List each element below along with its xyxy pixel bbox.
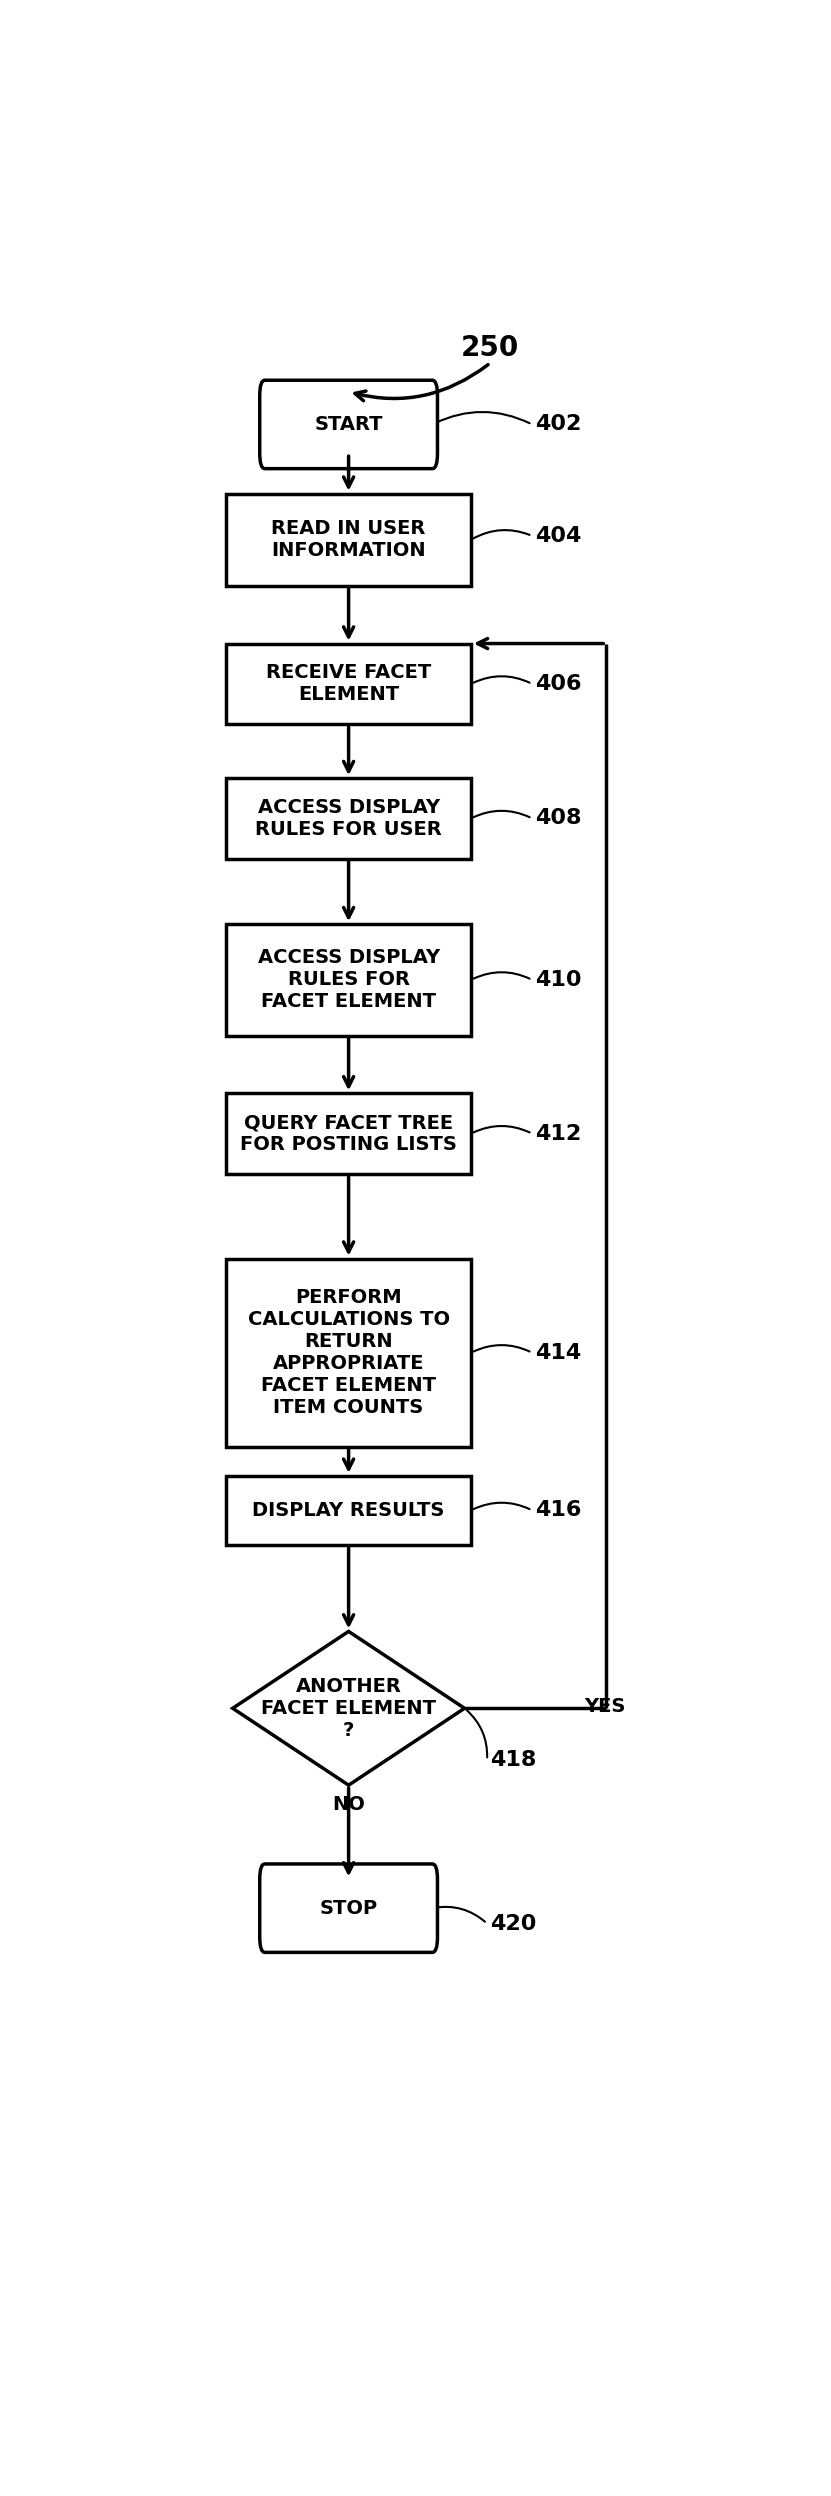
Text: READ IN USER
INFORMATION: READ IN USER INFORMATION — [271, 519, 426, 559]
Bar — [226, 924, 471, 1036]
FancyBboxPatch shape — [260, 1865, 437, 1952]
Text: DISPLAY RESULTS: DISPLAY RESULTS — [253, 1500, 445, 1520]
Text: 250: 250 — [461, 334, 519, 362]
Text: RECEIVE FACET
ELEMENT: RECEIVE FACET ELEMENT — [266, 664, 431, 704]
Text: QUERY FACET TREE
FOR POSTING LISTS: QUERY FACET TREE FOR POSTING LISTS — [240, 1113, 457, 1153]
Bar — [226, 494, 471, 587]
Text: ACCESS DISPLAY
RULES FOR
FACET ELEMENT: ACCESS DISPLAY RULES FOR FACET ELEMENT — [258, 948, 440, 1011]
Bar — [226, 644, 471, 724]
Text: ANOTHER
FACET ELEMENT
?: ANOTHER FACET ELEMENT ? — [261, 1677, 436, 1740]
Text: 402: 402 — [535, 414, 582, 434]
Bar — [226, 1475, 471, 1545]
Text: PERFORM
CALCULATIONS TO
RETURN
APPROPRIATE
FACET ELEMENT
ITEM COUNTS: PERFORM CALCULATIONS TO RETURN APPROPRIA… — [248, 1288, 450, 1418]
Text: 406: 406 — [535, 674, 582, 694]
Text: 418: 418 — [490, 1750, 537, 1770]
Text: ACCESS DISPLAY
RULES FOR USER: ACCESS DISPLAY RULES FOR USER — [255, 799, 442, 839]
Text: NO: NO — [332, 1795, 365, 1815]
Text: START: START — [314, 414, 383, 434]
Text: 408: 408 — [535, 809, 582, 829]
Text: 410: 410 — [535, 971, 582, 991]
Text: 404: 404 — [535, 527, 582, 547]
Bar — [226, 1258, 471, 1448]
Text: 412: 412 — [535, 1123, 582, 1143]
Text: YES: YES — [583, 1697, 625, 1715]
Bar — [226, 1093, 471, 1173]
Polygon shape — [233, 1632, 465, 1785]
Text: 414: 414 — [535, 1343, 582, 1363]
Text: 416: 416 — [535, 1500, 582, 1520]
Text: 420: 420 — [490, 1914, 537, 1934]
Text: STOP: STOP — [320, 1899, 377, 1917]
FancyBboxPatch shape — [260, 379, 437, 469]
Bar — [226, 779, 471, 859]
